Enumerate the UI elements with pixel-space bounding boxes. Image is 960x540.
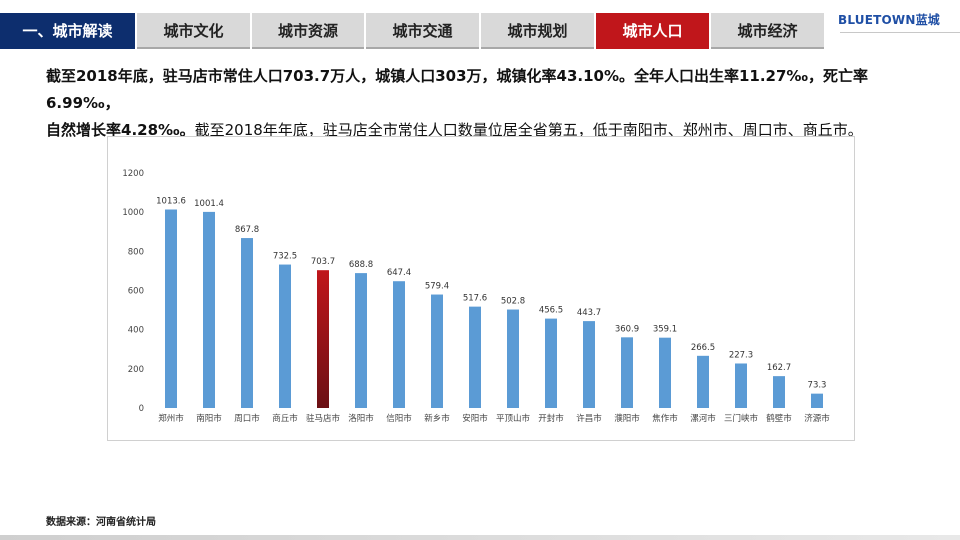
bar [659,337,671,408]
tab-city-transport[interactable]: 城市交通 [366,13,479,49]
bar [431,294,443,408]
top-nav: 一、城市解读 城市文化 城市资源 城市交通 城市规划 城市人口 城市经济 [0,13,826,49]
bar-value-label: 443.7 [577,308,601,318]
bar [279,264,291,408]
bar [773,376,785,408]
y-tick-label: 1200 [122,169,144,179]
y-tick-label: 0 [139,404,144,414]
tab-city-planning[interactable]: 城市规划 [481,13,594,49]
bar-value-label: 1001.4 [194,199,224,209]
bar [393,281,405,408]
footer-bar [0,535,960,540]
x-category-label: 平顶山市 [496,413,531,424]
x-category-label: 南阳市 [196,413,222,424]
population-bar-chart: 0 200 400 600 800 1000 1200 1013.6 郑州市 1001.4 南阳市… [122,169,830,424]
brand-logo: BLUETOWN蓝城 [838,13,940,27]
x-category-label: 三门峡市 [724,413,759,424]
tab-city-interpretation[interactable]: 一、城市解读 [0,13,135,49]
bar [811,393,823,408]
bar [469,306,481,408]
bar [697,355,709,408]
bar-value-label: 647.4 [387,268,411,278]
bar-value-label: 360.9 [615,324,639,334]
x-category-label: 济源市 [804,413,830,424]
bar [621,337,633,408]
tab-city-population[interactable]: 城市人口 [596,13,709,49]
bar [165,209,177,408]
bar-value-label: 517.6 [463,294,487,304]
x-category-label: 濮阳市 [614,413,640,424]
logo-divider [840,32,960,33]
tab-city-resources[interactable]: 城市资源 [252,13,364,49]
tab-city-economy[interactable]: 城市经济 [711,13,824,49]
summary-line-2: 截至2018年年底，驻马店全市常住人口数量位居全省第五，低于南阳市、郑州市、周口… [194,121,863,139]
bar-value-label: 73.3 [808,381,827,391]
bar [583,321,595,408]
data-source: 数据来源：河南省统计局 [46,517,156,528]
bar-value-label: 688.8 [349,260,373,270]
bar [203,211,215,408]
x-category-label: 周口市 [234,413,260,424]
y-tick-label: 400 [128,326,144,336]
summary-text: 截至2018年底，驻马店市常住人口703.7万人，城镇人口303万，城镇化率43… [46,63,936,144]
bar-value-label: 456.5 [539,306,563,316]
bar-value-label: 502.8 [501,297,525,307]
bar [735,363,747,408]
bar-value-label: 266.5 [691,343,715,353]
bar [545,318,557,408]
x-category-label: 驻马店市 [306,413,341,424]
bar-value-label: 162.7 [767,363,791,373]
bar-value-label: 703.7 [311,257,335,267]
bar-value-label: 227.3 [729,350,753,360]
bar-value-label: 579.4 [425,282,449,292]
bar-value-label: 732.5 [273,252,297,262]
x-category-label: 洛阳市 [348,413,374,424]
x-category-label: 许昌市 [576,413,602,424]
bar [317,270,329,408]
chart-frame: 0 200 400 600 800 1000 1200 1013.6 郑州市 1001.4 南阳市… [107,136,855,441]
summary-line-2-bold: 自然增长率4.28‰。 [46,121,195,139]
y-tick-label: 600 [128,287,144,297]
bar [355,273,367,408]
bar-value-label: 359.1 [653,325,677,335]
summary-line-1: 截至2018年底，驻马店市常住人口703.7万人，城镇人口303万，城镇化率43… [46,67,869,112]
x-category-label: 信阳市 [386,413,412,424]
x-category-label: 焦作市 [652,413,678,424]
tab-city-culture[interactable]: 城市文化 [137,13,250,49]
x-category-label: 安阳市 [462,413,488,424]
x-category-label: 开封市 [538,413,564,424]
y-tick-label: 200 [128,365,144,375]
bar [507,309,519,408]
x-category-label: 商丘市 [272,413,298,424]
bar [241,238,253,408]
bar-value-label: 867.8 [235,225,259,235]
y-tick-label: 800 [128,247,144,257]
x-category-label: 新乡市 [424,413,450,424]
x-category-label: 郑州市 [158,413,184,424]
x-category-label: 漯河市 [690,413,716,424]
x-category-label: 鹤壁市 [766,413,792,424]
bar-value-label: 1013.6 [156,197,186,207]
y-tick-label: 1000 [122,208,144,218]
